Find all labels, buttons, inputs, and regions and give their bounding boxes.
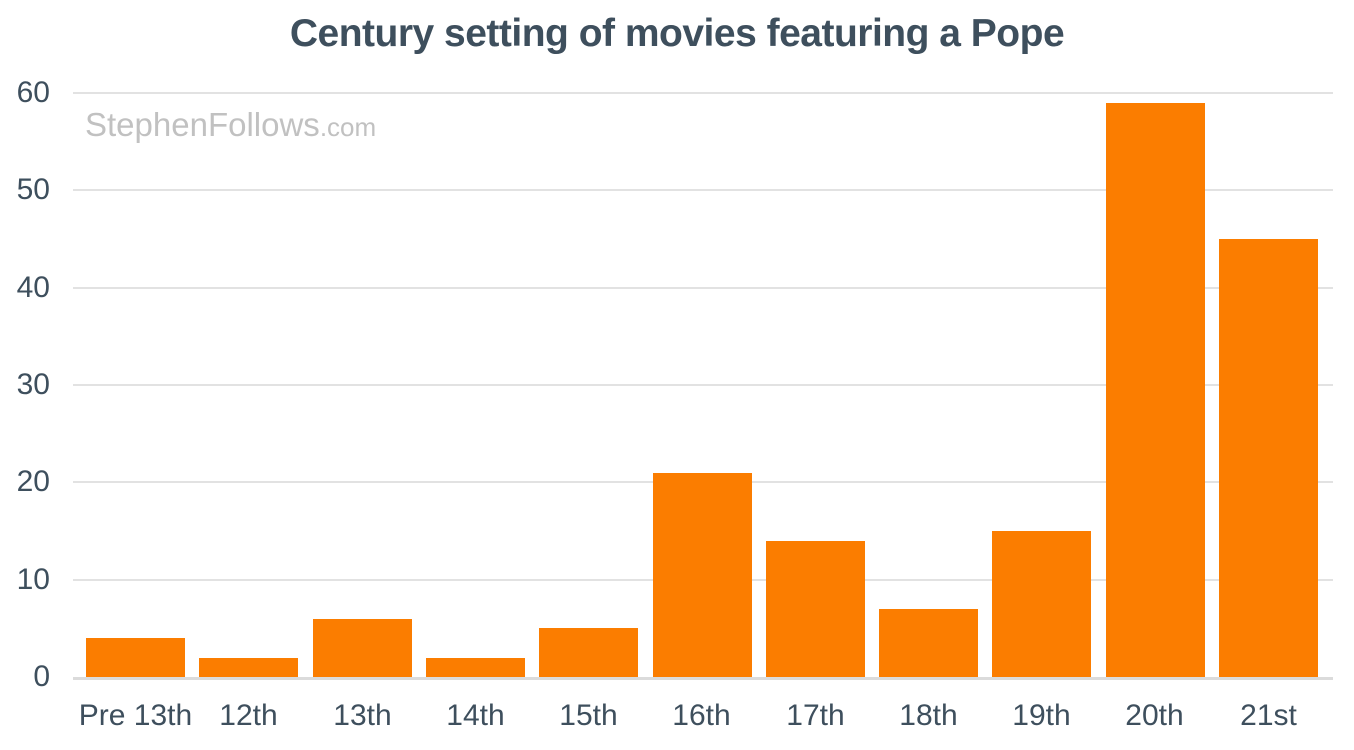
x-tick-label-18th: 18th (899, 699, 958, 732)
x-tick-label-19th: 19th (1012, 699, 1071, 732)
bar-pre-13th (86, 638, 185, 677)
y-tick-label-60: 60 (16, 76, 50, 109)
x-tick-label-15th: 15th (559, 699, 618, 732)
y-tick-label-30: 30 (16, 368, 50, 401)
x-tick-label-14th: 14th (446, 699, 505, 732)
watermark: StephenFollows.com (85, 106, 376, 144)
gridline-30 (73, 384, 1333, 386)
watermark-main: StephenFollows (85, 106, 320, 143)
gridline-60 (73, 92, 1333, 94)
x-tick-label-20th: 20th (1125, 699, 1184, 732)
gridline-50 (73, 189, 1333, 192)
y-tick-label-40: 40 (16, 270, 50, 304)
bar-18th (879, 609, 978, 677)
bar-20th (1106, 103, 1205, 677)
x-tick-label-13th: 13th (333, 699, 392, 732)
y-tick-label-50: 50 (16, 173, 50, 207)
x-tick-label-12th: 12th (219, 699, 278, 732)
gridline-40 (73, 286, 1333, 289)
bar-15th (539, 628, 638, 677)
bar-12th (199, 658, 298, 677)
chart-title: Century setting of movies featuring a Po… (289, 12, 1065, 55)
x-tick-label-21st: 21st (1240, 699, 1297, 732)
bar-13th (313, 619, 412, 677)
y-tick-label-10: 10 (16, 562, 50, 596)
bar-19th (992, 531, 1091, 677)
x-tick-label-pre-13th: Pre 13th (78, 699, 193, 732)
bar-21st (1219, 239, 1318, 677)
x-tick-label-17th: 17th (786, 699, 845, 732)
y-tick-label-0: 0 (33, 660, 50, 693)
y-tick-label-20: 20 (16, 465, 50, 499)
bar-16th (653, 473, 752, 677)
x-tick-label-16th: 16th (672, 699, 731, 732)
x-axis-line (73, 677, 1333, 680)
watermark-suffix: .com (319, 112, 377, 142)
bar-14th (426, 658, 525, 677)
bar-17th (766, 541, 865, 677)
